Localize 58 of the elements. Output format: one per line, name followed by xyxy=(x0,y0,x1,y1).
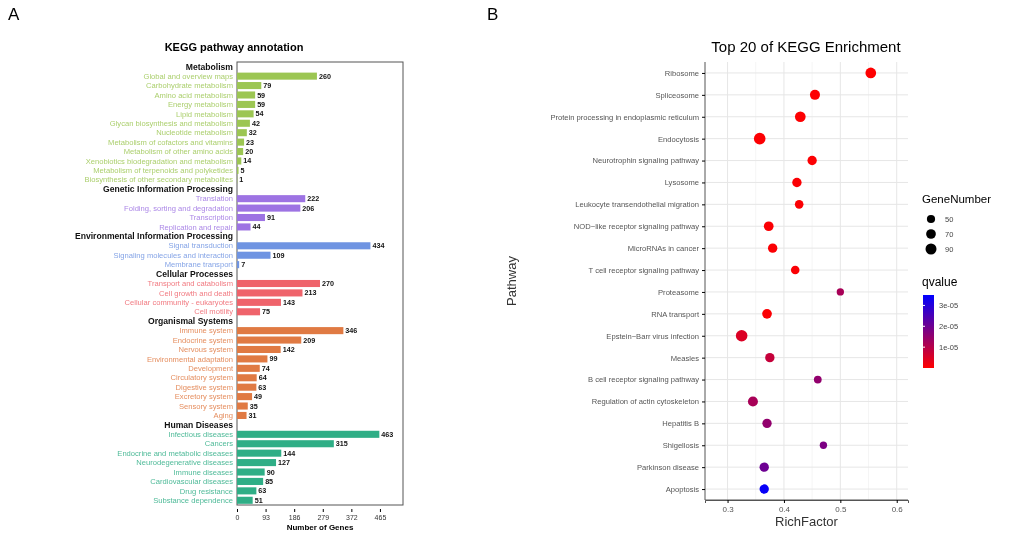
bar xyxy=(237,393,253,401)
text: B xyxy=(487,5,499,24)
chart-title: Top 20 of KEGG Enrichment xyxy=(711,38,902,55)
bar xyxy=(237,430,380,438)
bar xyxy=(237,72,317,80)
x-axis-title: RichFactor xyxy=(775,514,839,529)
legend-title: GeneNumber xyxy=(922,193,992,205)
x-tick-label: 0.6 xyxy=(891,504,904,514)
bar xyxy=(237,440,334,448)
bar xyxy=(237,204,301,212)
bar xyxy=(237,298,281,306)
bar xyxy=(237,336,302,344)
y-tick-label: Metabolism xyxy=(185,61,234,72)
bar xyxy=(237,496,253,504)
bar xyxy=(237,459,277,467)
bar xyxy=(237,477,264,485)
bar xyxy=(237,223,251,231)
bar xyxy=(237,242,371,250)
bar xyxy=(237,138,245,146)
x-tick-label: 0.5 xyxy=(835,504,847,514)
bar xyxy=(237,148,244,156)
bar xyxy=(237,355,268,363)
bar xyxy=(237,374,257,382)
y-tick-label: Organismal Systems xyxy=(147,316,234,327)
bar xyxy=(237,468,265,476)
bar xyxy=(237,383,257,391)
bar xyxy=(237,279,320,288)
bar xyxy=(237,213,265,222)
y-tick-label: Cellular Processes xyxy=(156,269,234,280)
bar xyxy=(237,110,254,118)
text: A xyxy=(8,5,20,24)
y-tick-label: Environmental Information Processing xyxy=(74,231,233,242)
bar xyxy=(237,308,261,316)
x-tick-label: 0.3 xyxy=(722,504,735,514)
bar xyxy=(237,91,256,99)
y-tick-label: Human Diseases xyxy=(164,419,234,430)
bar xyxy=(237,119,250,127)
bar xyxy=(237,411,247,419)
bar xyxy=(237,82,262,90)
color-bar-title: qvalue xyxy=(922,275,958,289)
bar xyxy=(237,449,282,457)
bar xyxy=(237,402,248,410)
bar xyxy=(237,487,257,495)
x-tick-label: 0.4 xyxy=(778,504,791,514)
y-axis-title: Pathway xyxy=(504,255,519,306)
bar xyxy=(237,327,344,335)
bar xyxy=(237,364,260,372)
bar xyxy=(237,251,271,259)
bar xyxy=(237,129,247,137)
bar xyxy=(237,100,256,108)
y-tick-label: Genetic Information Processing xyxy=(103,184,233,195)
bar xyxy=(237,289,303,297)
chart-title: KEGG pathway annotation xyxy=(164,41,304,53)
bar xyxy=(237,157,242,165)
x-axis-title: Number of Genes xyxy=(286,523,354,532)
bar xyxy=(237,345,281,354)
bar xyxy=(237,261,240,269)
bar xyxy=(237,195,306,203)
